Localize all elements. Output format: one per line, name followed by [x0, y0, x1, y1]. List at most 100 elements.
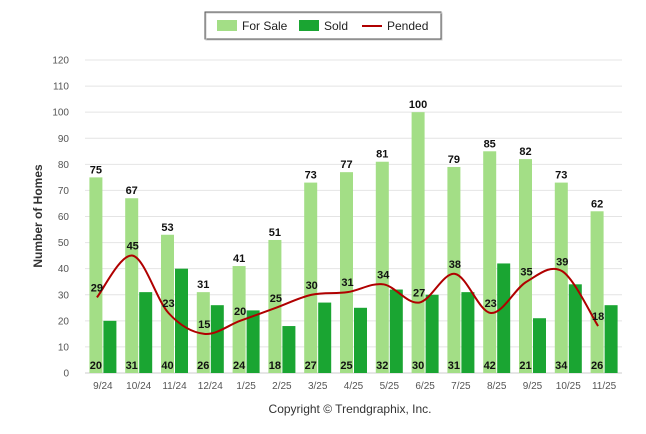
label-for-sale: 41 [233, 253, 245, 265]
label-for-sale: 75 [90, 164, 102, 176]
label-pended: 23 [162, 298, 174, 310]
bars [89, 112, 618, 374]
x-tick-label: 10/25 [556, 381, 581, 392]
label-sold: 31 [126, 360, 138, 372]
legend-box [204, 11, 442, 40]
data-labels: 75 20 67 31 53 40 31 26 41 24 51 18 73 27 77 25 81 32 100 3… [90, 99, 604, 372]
legend-swatch-for-sale [217, 20, 237, 31]
bar-for-sale [161, 234, 174, 373]
legend-label-for-sale: For Sale [242, 19, 288, 33]
bar-sold [461, 292, 475, 373]
bar-sold [103, 320, 117, 373]
y-tick-label: 70 [58, 186, 70, 197]
x-tick-label: 6/25 [415, 381, 435, 392]
bar-sold [354, 307, 367, 373]
bar-for-sale [89, 177, 103, 373]
bar-sold [389, 289, 403, 373]
label-pended: 20 [234, 306, 246, 318]
bar-sold [246, 310, 260, 373]
x-tick-label: 9/24 [93, 381, 113, 392]
bar-sold [210, 305, 224, 373]
y-tick-label: 60 [58, 212, 70, 223]
bar-sold [497, 263, 511, 373]
y-tick-label: 0 [63, 369, 69, 380]
label-sold: 26 [591, 360, 603, 372]
bar-sold [425, 294, 439, 373]
x-tick-label: 8/25 [487, 381, 507, 392]
x-tick-label: 9/25 [523, 381, 543, 392]
label-pended: 34 [377, 269, 390, 281]
label-sold: 21 [519, 360, 531, 372]
legend-swatch-sold [299, 20, 319, 31]
label-for-sale: 82 [519, 146, 531, 158]
y-tick-label: 20 [58, 316, 70, 327]
bar-sold [318, 302, 332, 373]
bar-for-sale [304, 182, 318, 373]
label-pended: 25 [270, 293, 282, 305]
bar-sold [139, 292, 153, 373]
label-pended: 18 [592, 311, 604, 323]
bar-for-sale [375, 161, 389, 373]
bar-for-sale [232, 266, 246, 373]
label-pended: 15 [198, 319, 210, 331]
label-for-sale: 81 [376, 149, 388, 161]
label-sold: 30 [412, 360, 424, 372]
bar-for-sale [125, 198, 139, 373]
label-for-sale: 67 [126, 185, 138, 197]
bar-sold [604, 305, 618, 373]
y-tick-label: 120 [52, 56, 69, 67]
label-for-sale: 85 [484, 138, 496, 150]
x-tick-label: 10/24 [126, 381, 151, 392]
bar-sold [282, 326, 296, 373]
y-axis-ticks: 0 10 20 30 40 50 60 70 80 90 100 110 120 [52, 56, 69, 380]
label-sold: 25 [340, 360, 352, 372]
label-sold: 26 [197, 360, 209, 372]
copyright-text: Copyright © Trendgraphix, Inc. [269, 402, 432, 416]
y-tick-label: 110 [53, 82, 69, 93]
bar-for-sale [590, 211, 604, 373]
label-pended: 39 [556, 256, 568, 268]
label-pended: 27 [413, 288, 425, 300]
label-pended: 30 [306, 280, 318, 292]
bar-for-sale [411, 112, 425, 374]
y-tick-label: 10 [58, 342, 70, 353]
y-tick-label: 30 [58, 290, 70, 301]
label-sold: 34 [555, 360, 568, 372]
label-sold: 40 [161, 360, 173, 372]
bar-sold [568, 284, 582, 373]
x-tick-label: 12/24 [198, 381, 223, 392]
label-sold: 18 [269, 360, 281, 372]
label-pended: 45 [127, 241, 139, 253]
label-sold: 42 [484, 360, 496, 372]
label-for-sale: 79 [448, 154, 460, 166]
label-sold: 31 [448, 360, 460, 372]
x-axis-ticks: 9/24 10/24 11/24 12/24 1/25 2/25 3/25 4/25 5/25 6… [93, 381, 617, 392]
bar-for-sale [554, 182, 568, 373]
x-tick-label: 1/25 [236, 381, 256, 392]
label-for-sale: 51 [269, 227, 281, 239]
bar-for-sale [483, 151, 497, 373]
legend-label-sold: Sold [324, 19, 348, 33]
bar-for-sale [340, 172, 353, 373]
x-tick-label: 11/24 [162, 381, 187, 392]
y-tick-label: 90 [58, 134, 70, 145]
bar-for-sale [519, 159, 532, 373]
label-sold: 32 [376, 360, 388, 372]
gridlines [85, 59, 622, 374]
label-sold: 20 [90, 360, 102, 372]
y-axis-title: Number of Homes [31, 164, 45, 268]
label-for-sale: 31 [197, 279, 209, 291]
label-for-sale: 62 [591, 198, 603, 210]
label-for-sale: 73 [305, 170, 317, 182]
y-tick-label: 100 [52, 108, 69, 119]
bar-for-sale [196, 292, 210, 373]
bar-sold [533, 318, 546, 373]
label-for-sale: 77 [340, 159, 352, 171]
x-tick-label: 7/25 [451, 381, 471, 392]
y-tick-label: 50 [58, 238, 70, 249]
label-for-sale: 53 [161, 222, 173, 234]
bar-sold [175, 268, 188, 373]
pended-line [96, 254, 599, 335]
label-sold: 24 [233, 360, 246, 372]
